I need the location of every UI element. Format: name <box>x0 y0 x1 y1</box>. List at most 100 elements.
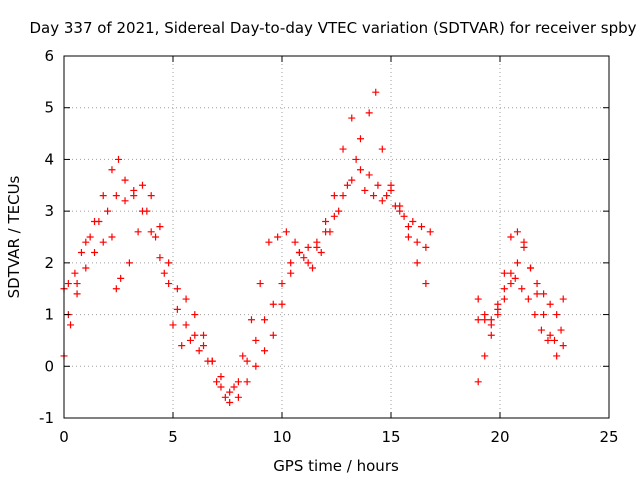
data-point <box>115 155 122 163</box>
data-point <box>186 336 194 344</box>
data-point <box>204 357 212 365</box>
data-point <box>71 269 79 277</box>
data-point <box>108 166 116 174</box>
data-point <box>413 238 421 246</box>
data-point <box>317 249 325 257</box>
data-point <box>278 300 286 308</box>
data-point <box>130 192 138 200</box>
data-point <box>531 311 539 319</box>
data-point <box>404 233 412 241</box>
data-point <box>372 88 380 96</box>
data-point <box>553 311 561 319</box>
data-point <box>112 192 120 200</box>
data-point <box>86 233 94 241</box>
data-point <box>112 285 120 293</box>
data-point <box>356 166 364 174</box>
data-point <box>261 347 269 355</box>
y-tick-label: 6 <box>44 47 54 65</box>
data-point <box>348 176 356 184</box>
data-point <box>291 238 299 246</box>
x-tick-label: 10 <box>272 428 291 446</box>
data-point <box>533 280 541 288</box>
data-point <box>121 197 129 205</box>
data-point <box>356 135 364 143</box>
data-point <box>387 186 395 194</box>
data-point <box>513 228 521 236</box>
data-point <box>300 254 308 262</box>
data-point <box>99 192 107 200</box>
data-point <box>256 280 264 288</box>
data-point <box>221 393 229 401</box>
data-point <box>474 316 482 324</box>
data-point <box>487 331 495 339</box>
chart-title: Day 337 of 2021, Sidereal Day-to-day VTE… <box>29 19 636 37</box>
plot-frame <box>63 55 610 419</box>
x-tick-label: 25 <box>599 428 618 446</box>
data-point <box>247 316 255 324</box>
data-point <box>243 378 251 386</box>
data-point <box>559 342 567 350</box>
x-tick-label: 5 <box>168 428 178 446</box>
data-point <box>295 249 303 257</box>
data-point <box>64 280 72 288</box>
data-point <box>282 228 290 236</box>
data-point <box>173 305 181 313</box>
data-point <box>147 228 155 236</box>
data-point <box>278 280 286 288</box>
data-point <box>117 274 125 282</box>
data-point <box>374 181 382 189</box>
data-point <box>400 212 408 220</box>
data-point <box>147 192 155 200</box>
data-point <box>261 316 269 324</box>
data-point <box>274 233 282 241</box>
data-point <box>217 383 225 391</box>
data-point <box>352 155 360 163</box>
data-point <box>418 223 426 231</box>
data-point <box>138 181 146 189</box>
data-point <box>191 331 199 339</box>
data-point <box>330 192 338 200</box>
data-point <box>537 326 545 334</box>
data-point <box>309 264 317 272</box>
data-point <box>156 223 164 231</box>
data-point <box>91 249 99 257</box>
data-points <box>60 88 567 406</box>
data-point <box>252 362 260 370</box>
data-point <box>160 269 168 277</box>
data-point <box>551 336 558 344</box>
data-point <box>287 259 295 267</box>
series-track-2 <box>60 88 430 396</box>
data-point <box>156 254 164 262</box>
data-point <box>544 336 552 344</box>
data-point <box>546 300 554 308</box>
data-point <box>339 145 347 153</box>
data-point <box>165 259 173 267</box>
data-point <box>507 269 515 277</box>
data-point <box>507 280 515 288</box>
data-point <box>404 223 412 231</box>
series-track-6 <box>474 238 567 329</box>
data-point <box>365 171 373 179</box>
data-point <box>173 285 181 293</box>
data-point <box>200 342 208 350</box>
y-tick-label: 3 <box>44 202 54 220</box>
data-point <box>213 378 221 386</box>
x-tick-label: 0 <box>59 428 69 446</box>
data-point <box>191 311 199 319</box>
data-point <box>304 259 312 267</box>
data-point <box>230 383 238 391</box>
data-point <box>82 264 90 272</box>
data-point <box>217 373 225 381</box>
data-point <box>557 326 565 334</box>
y-tick-label: 1 <box>44 306 54 324</box>
data-point <box>361 186 369 194</box>
data-point <box>269 331 277 339</box>
data-point <box>409 217 417 225</box>
data-point <box>559 295 567 303</box>
data-point <box>533 290 541 298</box>
data-point <box>330 212 338 220</box>
data-point <box>178 342 186 350</box>
data-point <box>152 233 160 241</box>
data-point <box>513 259 521 267</box>
data-point <box>553 352 561 360</box>
